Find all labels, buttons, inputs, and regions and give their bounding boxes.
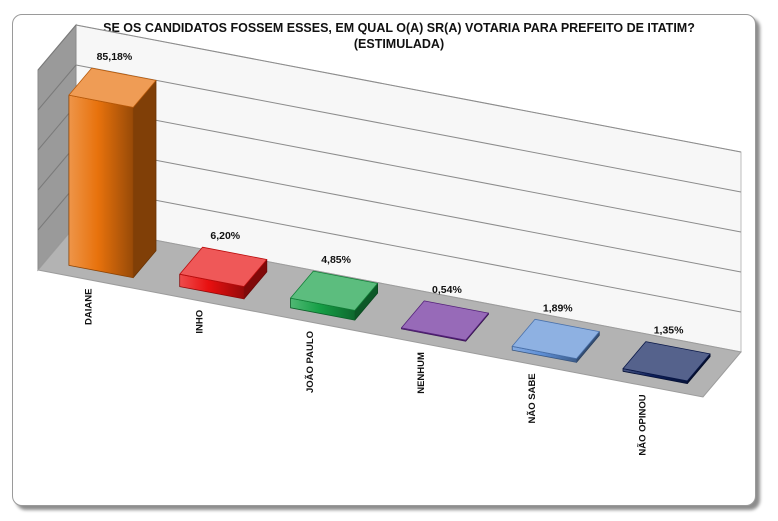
bar-top <box>400 300 489 341</box>
category-label: INHO <box>194 310 205 334</box>
value-label: 6,20% <box>210 230 240 242</box>
gridline <box>75 104 742 233</box>
bar-top <box>179 246 268 287</box>
chart-title-line2: (ESTIMULADA) <box>353 37 445 51</box>
value-label: 1,35% <box>654 325 684 337</box>
gridline <box>75 24 742 153</box>
bar-side <box>132 80 157 279</box>
category-label: NÃO SABE <box>527 373 538 423</box>
category-label: NÃO OPINOU <box>638 394 649 455</box>
bar-top <box>511 318 600 360</box>
chart-title-line1: SE OS CANDIDATOS FOSSEM ESSES, EM QUAL O… <box>103 21 695 35</box>
gridline <box>75 144 742 273</box>
gridline <box>75 64 742 193</box>
chart-title: SE OS CANDIDATOS FOSSEM ESSES, EM QUAL O… <box>40 20 758 52</box>
bar-top <box>290 270 379 311</box>
bar-top <box>68 67 157 108</box>
value-label: 1,89% <box>543 302 573 314</box>
category-label: NENHUM <box>416 352 427 394</box>
gridline <box>75 184 742 313</box>
gridline-side <box>37 64 77 111</box>
value-label: 85,18% <box>97 51 133 63</box>
value-label: 0,54% <box>432 284 462 296</box>
bar-top <box>622 341 711 382</box>
gridline-side <box>37 24 77 71</box>
category-label: DAIANE <box>83 289 94 325</box>
value-label: 4,85% <box>321 254 351 266</box>
category-label: JOÃO PAULO <box>305 331 316 393</box>
bar <box>68 94 134 279</box>
